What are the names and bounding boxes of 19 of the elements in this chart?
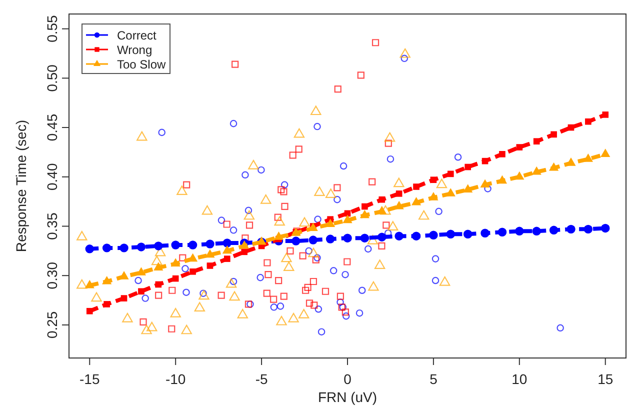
y-tick-label: 0.50 [44,64,60,92]
x-tick-label: -5 [255,371,268,387]
x-tick-label: 5 [430,371,438,387]
x-tick-label: 10 [512,371,528,387]
y-tick-label: 0.45 [44,114,60,142]
x-tick-label: 0 [344,371,352,387]
y-tick-label: 0.30 [44,262,60,290]
y-tick-label: 0.25 [44,311,60,339]
legend-label: Too Slow [117,58,166,72]
x-tick-label: -10 [165,371,186,387]
y-tick-label: 0.35 [44,212,60,240]
x-axis-title: FRN (uV) [318,389,378,405]
y-tick-label: 0.55 [44,14,60,42]
x-tick-label: 15 [598,371,614,387]
legend-label: Wrong [117,43,152,57]
y-axis-title: Response Time (sec) [13,120,29,252]
legend-label: Correct [117,28,158,42]
x-tick-label: -15 [80,371,100,387]
y-tick-label: 0.40 [44,163,60,190]
